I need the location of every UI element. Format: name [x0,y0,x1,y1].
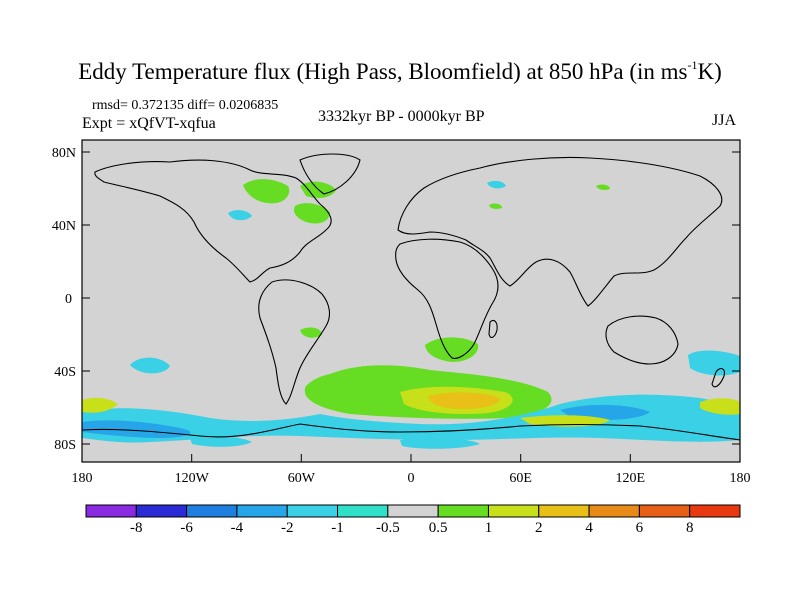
lon-label-120w: 120W [175,471,210,486]
coastlines [81,153,741,441]
colorbar-box [186,504,238,518]
lat-label-80n: 80N [52,146,76,161]
colorbar-box [135,504,188,518]
anomaly-patch [688,350,740,376]
colorbar-label: 1 [484,520,493,536]
coastline-north-america [94,159,332,283]
colorbar-box [638,504,691,518]
colorbar-label: -2 [280,520,294,536]
period-label: 3332kyr BP - 0000kyr BP [318,108,485,125]
anomaly-patch [130,357,170,374]
anomaly-patch [489,203,502,209]
colorbar-box [387,504,439,518]
coastline-new-zealand [711,367,725,388]
season-label: JJA [712,112,737,129]
colorbar-label: -8 [130,520,143,536]
anomaly-patch [400,437,480,449]
colorbar-label: 8 [685,520,694,536]
lon-label-60w: 60W [288,471,316,486]
colorbar-label: -0.5 [375,520,400,536]
experiment-label: Expt = xQfVT-xqfua [82,115,216,132]
colorbar-box [538,504,590,518]
colorbar-box [286,504,339,518]
lon-label-180e: 180 [730,471,751,486]
colorbar [85,504,741,518]
coastline-south-america [258,279,331,405]
anomaly-patch [596,184,610,190]
lat-label-80s: 80S [54,438,76,453]
colorbar-box [437,504,489,518]
lon-label-0: 0 [408,471,415,486]
colorbar-label: -4 [230,520,244,536]
coastline-madagascar [488,319,498,339]
anomaly-patch [82,397,118,413]
lon-label-60e: 60E [509,471,532,486]
lat-label-0: 0 [65,292,72,307]
title-superscript: -1 [687,58,698,72]
rmsd-diff-stats: rmsd= 0.372135 diff= 0.0206835 [92,98,279,113]
colorbar-box [689,504,741,518]
anomaly-patch [700,398,740,415]
colorbar-box [337,504,389,518]
colorbar-box [85,504,137,518]
anomaly-patch [190,435,252,447]
chart-title: Eddy Temperature flux (High Pass, Bloomf… [0,58,800,85]
anomaly-patch [294,203,330,224]
anomaly-patch [428,392,500,410]
lon-label-180w: 180 [72,471,93,486]
colorbar-label: 0.5 [428,520,448,536]
colorbar-label: 2 [535,520,543,536]
coastline-eurasia [397,156,723,307]
title-main: Eddy Temperature flux (High Pass, Bloomf… [78,59,688,84]
anomaly-patch [228,210,252,221]
coastline-antarctica [81,423,741,441]
anomaly-patch [82,394,740,443]
anomaly-patch [520,415,610,427]
colorbar-label: -6 [180,520,193,536]
anomaly-shading [82,179,740,449]
map-panel: 80N 40N 0 40S 80S 180 120W 60W 0 60E 120… [52,139,751,486]
coastline-africa [395,238,499,359]
colorbar-box [588,504,640,518]
lat-label-40n: 40N [52,219,76,234]
anomaly-patch [425,337,479,362]
colorbar-box [487,504,540,518]
lat-ticks [82,151,740,445]
coastline-greenland [299,153,361,195]
colorbar-box [236,504,288,518]
anomaly-patch [487,180,506,189]
colorbar-label: 6 [635,520,644,536]
colorbar-label: 4 [585,520,593,536]
lat-label-40s: 40S [54,365,76,380]
colorbar-label: -1 [331,520,344,536]
anomaly-patch [82,420,191,438]
anomaly-patch [243,179,290,204]
anomaly-patch [300,327,322,338]
lon-label-120e: 120E [616,471,646,486]
lon-ticks [81,454,741,462]
coastline-australia [605,315,679,365]
title-end: K) [697,59,722,84]
